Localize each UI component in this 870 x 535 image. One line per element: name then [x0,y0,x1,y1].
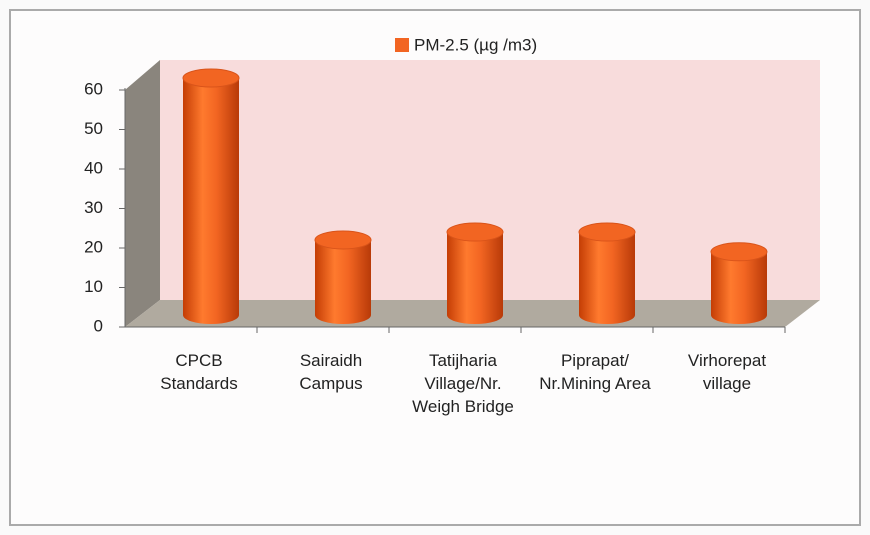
bar-body [315,239,371,324]
bar-top [710,242,768,262]
bar-top [182,68,240,88]
x-tick-label: Virhorepat village [687,351,767,393]
y-tick-label: 30 [84,198,103,217]
bar-body [711,251,767,324]
y-tick-label: 50 [84,119,103,138]
bar-body [447,232,503,324]
x-tick-label: Tatijharia Village/Nr. Weigh Bridge [412,351,514,416]
bar-top [314,230,372,250]
side-wall [125,60,160,327]
bar [578,222,636,324]
legend-swatch [395,38,409,52]
y-tick-label: 40 [84,158,103,177]
y-tick-label: 10 [84,277,103,296]
bar-body [579,232,635,324]
x-tick-label: CPCB Standards [160,351,238,393]
x-tick-label: Sairaidh Campus [299,351,363,393]
y-tick-label: 0 [94,316,103,335]
bar [446,222,504,324]
bar [314,230,372,324]
bar [710,242,768,324]
bar [182,68,240,324]
bar-top [446,222,504,242]
y-tick-label: 20 [84,237,103,256]
legend-label: PM-2.5 (µg /m3) [414,35,537,54]
bar-top [578,222,636,242]
y-tick-label: 60 [84,79,103,98]
bar-body [183,78,239,324]
x-tick-label: Piprapat/ Nr.Mining Area [539,351,651,393]
